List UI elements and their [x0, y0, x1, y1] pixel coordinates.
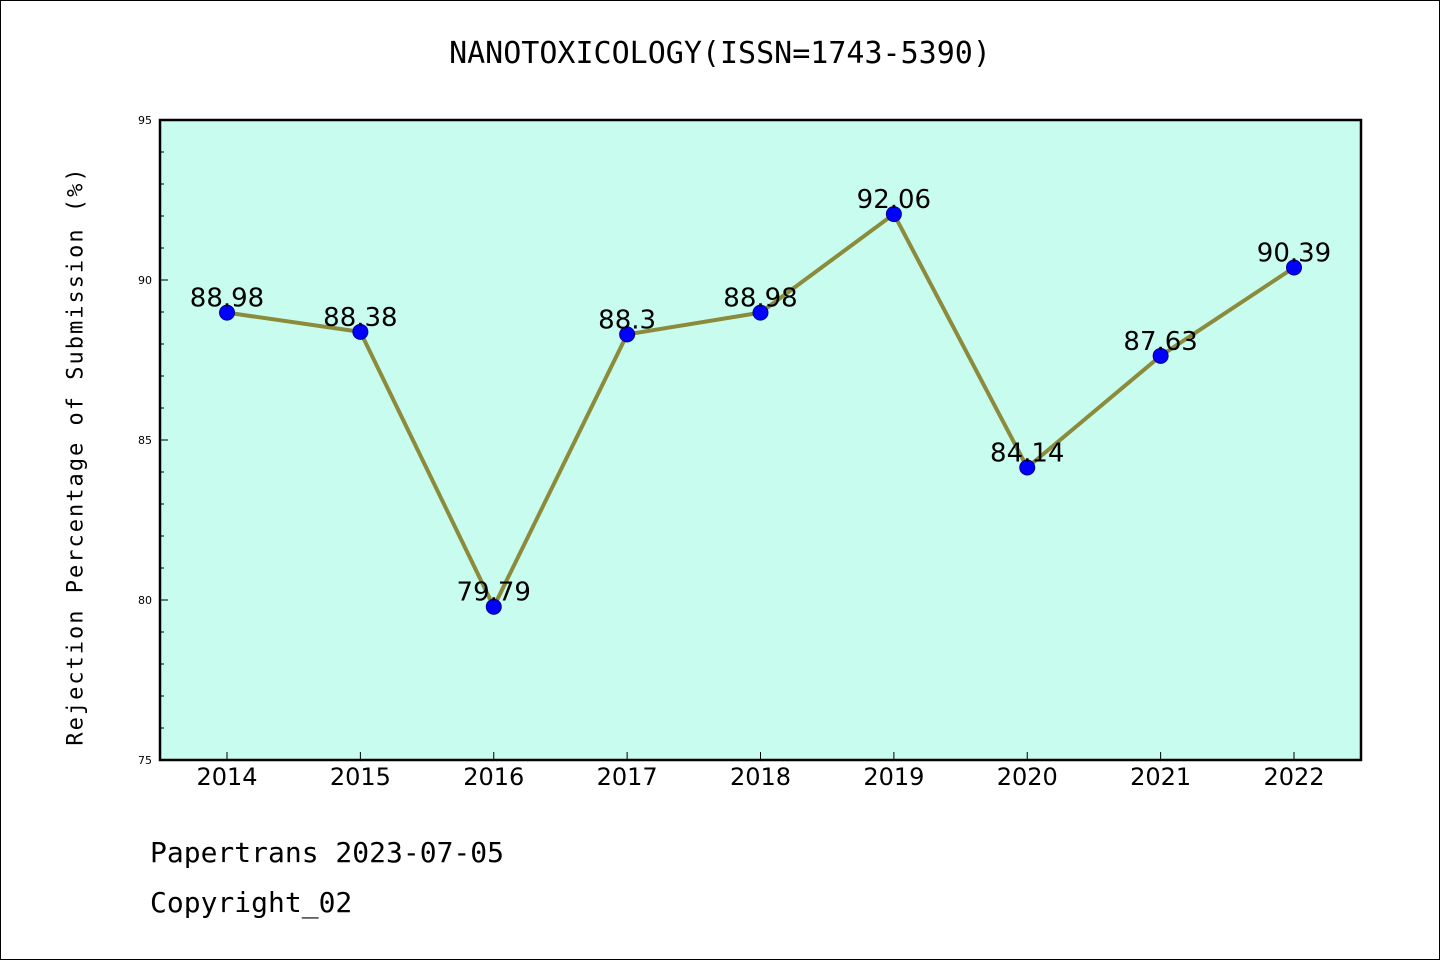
data-label: 88.98: [190, 284, 264, 314]
data-label: 88.98: [723, 284, 797, 314]
y-tick-label: 95: [138, 114, 152, 127]
x-tick-label: 2020: [997, 763, 1058, 791]
x-tick-label: 2017: [597, 763, 658, 791]
x-tick-label: 2018: [730, 763, 791, 791]
data-point: [352, 323, 369, 340]
data-point: [885, 206, 902, 223]
data-label: 88.38: [323, 303, 397, 333]
data-point: [752, 304, 769, 321]
x-tick-label: 2016: [463, 763, 524, 791]
chart-title: NANOTOXICOLOGY(ISSN=1743-5390): [449, 36, 991, 71]
footer-date: Papertrans 2023-07-05: [150, 836, 505, 869]
y-tick-label: 75: [138, 754, 152, 767]
data-point: [619, 326, 636, 343]
x-tick-label: 2019: [863, 763, 924, 791]
x-tick-label: 2022: [1263, 763, 1324, 791]
data-label: 92.06: [857, 185, 931, 215]
x-tick-label: 2014: [196, 763, 257, 791]
data-label: 84.14: [990, 439, 1064, 469]
data-label: 79.79: [457, 578, 531, 608]
y-tick-label: 90: [138, 274, 152, 287]
data-label: 87.63: [1123, 327, 1197, 357]
footer-copyright: Copyright_02: [150, 886, 353, 919]
x-tick-label: 2021: [1130, 763, 1191, 791]
y-tick-label: 80: [138, 594, 152, 607]
data-label: 88.3: [598, 305, 656, 335]
y-tick-label: 85: [138, 434, 152, 447]
data-label: 90.39: [1257, 239, 1331, 269]
plot-area: [158, 118, 1363, 762]
data-point: [1286, 259, 1302, 276]
x-tick-label: 2015: [330, 763, 391, 791]
data-point: [1019, 459, 1036, 476]
data-point: [219, 304, 235, 321]
data-point: [1152, 347, 1169, 364]
data-point: [485, 598, 502, 615]
